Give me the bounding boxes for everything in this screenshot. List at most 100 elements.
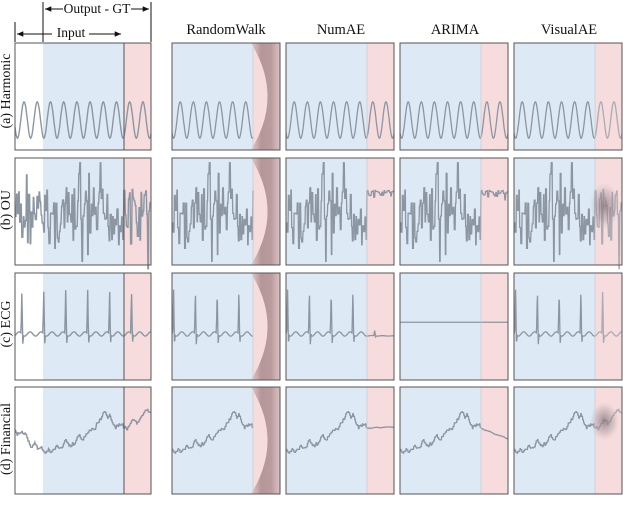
row-label-financial: (d) Financial [0,403,14,475]
signal-line [14,100,152,140]
output-gt-label: Output - GT [64,1,131,16]
output-region [481,273,508,380]
panel-frame [399,157,509,266]
forecast-line [480,427,509,440]
output-region [124,387,151,494]
panel-frame [171,157,281,266]
panel-ou-randomwalk [171,157,281,266]
output-region [367,273,394,380]
row-label-ou: (b) OU [0,190,14,230]
input-signal-line [400,162,482,262]
forecast-line [366,330,394,339]
output-region [124,273,151,380]
panel-frame [14,157,152,266]
input-signal-line [285,101,368,140]
input-region [43,43,124,150]
forecast-line [367,426,394,430]
input-signal-line [171,101,254,140]
panel-frame [171,42,281,151]
signal-line [15,162,151,270]
panel-frame [171,272,281,381]
input-signal-line [513,289,595,345]
randomwalk-blur [251,158,280,265]
gt-panel-ecg [14,272,152,381]
visualae-blur [589,182,620,230]
forecast-line [594,101,623,140]
panel-grid [14,42,623,495]
input-region [286,273,367,380]
output-region [367,387,394,494]
input-signal-line [400,411,482,454]
input-signal-line [285,289,367,345]
panel-frame [513,42,623,151]
panel-financial-numae [285,386,395,495]
forecast-line [367,189,394,199]
forecast-line [481,189,508,201]
input-region [400,273,481,380]
panel-harmonic-numae [285,42,395,151]
column-title-randomwalk: RandomWalk [186,22,266,38]
visualae-blur [589,401,620,441]
forecast-line [594,291,622,343]
panel-financial-arima [399,386,509,495]
gt-panel-ou [14,157,152,270]
input-region [43,273,124,380]
panel-frame [513,157,623,266]
header-annotations: Output - GT Input [14,1,152,42]
column-title-arima: ARIMA [431,22,480,38]
panel-financial-randomwalk [171,386,281,495]
column-title-visualae: VisualAE [541,22,597,38]
randomwalk-blur [251,273,280,380]
panel-frame [171,386,281,495]
output-region [595,43,622,150]
output-region [367,158,394,265]
panel-frame [399,42,509,151]
panel-frame [14,42,152,151]
gt-panel-financial [14,386,152,495]
input-signal-line [172,162,254,262]
panel-ou-visualae [513,157,623,270]
randomwalk-blur [251,387,280,494]
panel-frame [285,157,395,266]
input-region [172,273,253,380]
panel-frame [513,386,623,495]
row-label-harmonic: (a) Harmonic [0,53,14,128]
panel-frame [513,272,623,381]
panel-ecg-numae [285,272,395,381]
input-signal-line [286,162,368,262]
input-region [514,273,595,380]
panel-ecg-arima [399,272,509,381]
signal-line [14,408,151,454]
panel-harmonic-randomwalk [171,42,281,151]
input-signal-line [514,411,596,454]
output-region [595,273,622,380]
panel-harmonic-visualae [513,42,623,151]
input-signal-line [171,289,253,345]
forecast-line [480,101,509,140]
panel-frame [285,386,395,495]
input-signal-line [514,162,596,262]
input-signal-line [399,101,482,140]
signal-line [14,289,151,344]
panel-frame [285,272,395,381]
panel-frame [399,386,509,495]
output-region [481,158,508,265]
panel-frame [14,386,152,495]
column-titles: RandomWalk NumAE ARIMA VisualAE [186,22,597,38]
input-signal-line [172,411,254,454]
panel-financial-visualae [513,386,623,495]
panel-harmonic-arima [399,42,509,151]
column-title-numae: NumAE [317,22,365,38]
input-label: Input [57,25,86,40]
panel-frame [399,272,509,381]
row-label-ecg: (c) ECG [0,300,14,347]
panel-ou-numae [285,157,395,266]
randomwalk-blur [251,43,280,150]
panel-frame [14,272,152,381]
panel-ou-arima [399,157,509,266]
gt-panel-harmonic [14,42,152,151]
input-signal-line [286,411,368,454]
forecast-line [366,101,395,140]
panel-ecg-randomwalk [171,272,281,381]
